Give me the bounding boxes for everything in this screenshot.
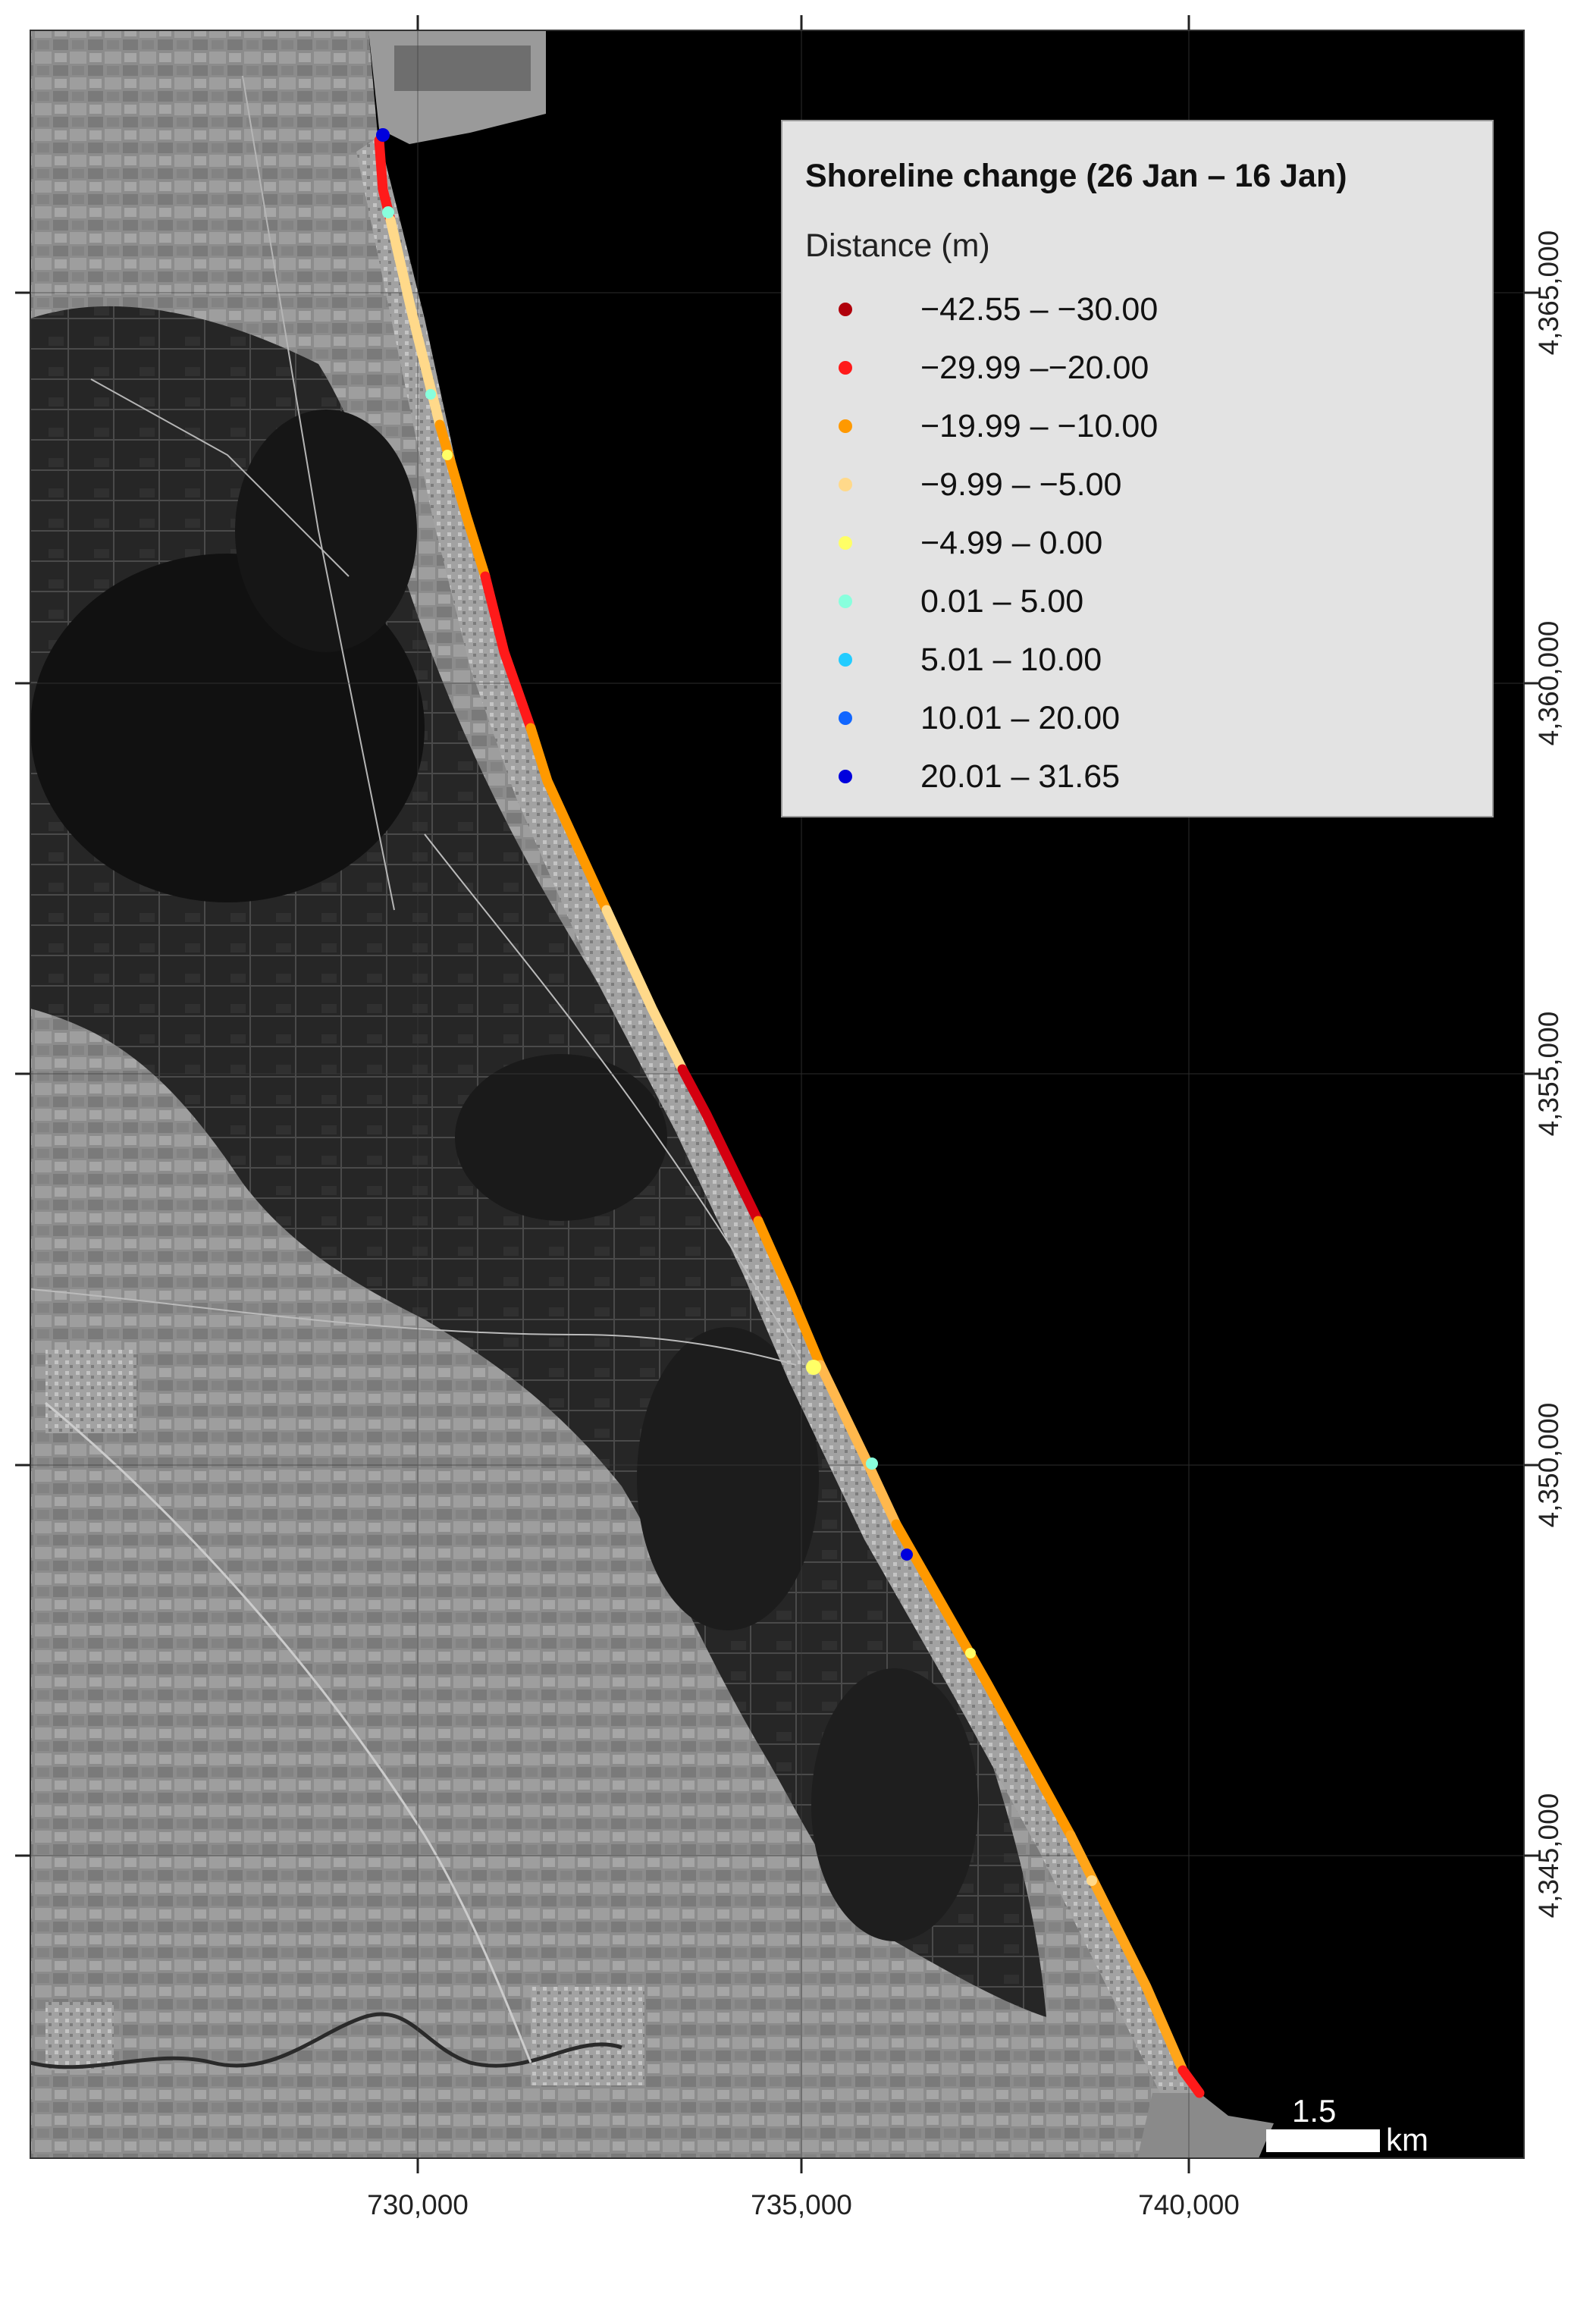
axis-ticks [15, 15, 1539, 2173]
legend-item: −42.55 – −30.00 [828, 287, 1465, 332]
legend-item: −19.99 – −10.00 [828, 403, 1465, 449]
map-frame [30, 30, 1525, 2159]
legend-item: 10.01 – 20.00 [828, 695, 1465, 741]
legend-label: 10.01 – 20.00 [920, 700, 1121, 736]
shoreline-segment-5 [601, 905, 688, 1075]
legend-item: −4.99 – 0.00 [828, 520, 1465, 566]
legend: Shoreline change (26 Jan – 16 Jan) Dista… [781, 120, 1494, 817]
legend-dot [839, 770, 852, 783]
legend-item: 5.01 – 10.00 [828, 637, 1465, 682]
legend-item: 20.01 – 31.65 [828, 754, 1465, 799]
graticule [30, 30, 1524, 2158]
scale-bar: 1.5 km [1259, 2093, 1456, 2161]
legend-dot [839, 478, 852, 491]
legend-item: −29.99 –−20.00 [828, 345, 1465, 391]
southern-cape [1137, 2093, 1274, 2158]
shoreline-segment-south [1177, 2065, 1205, 2098]
legend-label: −42.55 – −30.00 [920, 291, 1159, 328]
scale-bar-line [1266, 2129, 1380, 2152]
shoreline-segment-8 [815, 1360, 901, 1530]
scale-bar-value: 1.5 [1292, 2093, 1337, 2129]
legend-label: 0.01 – 5.00 [920, 583, 1084, 620]
x-tick-label: 740,000 [1138, 2189, 1240, 2220]
shoreline-segment-4 [525, 723, 612, 915]
shoreline-segment-10 [1065, 1830, 1188, 2076]
legend-dot [839, 711, 852, 725]
legend-dot [839, 419, 852, 433]
shoreline-points [374, 135, 1205, 2098]
legend-label: −9.99 – −5.00 [920, 466, 1122, 503]
legend-dot [839, 595, 852, 608]
shoreline-segment-3 [480, 571, 536, 733]
shoreline-segment-6 [677, 1064, 764, 1226]
legend-item: −9.99 – −5.00 [828, 462, 1465, 507]
shoreline-point-markers [376, 128, 1097, 1886]
y-tick-label: 4,345,000 [1533, 1793, 1564, 1919]
legend-dot [839, 536, 852, 550]
legend-dot [839, 303, 852, 316]
legend-subtitle: Distance (m) [805, 227, 990, 264]
legend-dot [839, 653, 852, 667]
y-tick-label: 4,350,000 [1533, 1403, 1564, 1528]
legend-label: −4.99 – 0.00 [920, 525, 1103, 561]
legend-label: 20.01 – 31.65 [920, 758, 1121, 795]
y-tick-label: 4,355,000 [1533, 1012, 1564, 1137]
legend-label: −29.99 –−20.00 [920, 350, 1149, 386]
x-tick-label: 730,000 [367, 2189, 469, 2220]
river [30, 2012, 622, 2069]
scale-bar-unit: km [1386, 2122, 1428, 2157]
shoreline-segment-7 [753, 1216, 826, 1370]
legend-dot [839, 361, 852, 375]
legend-title: Shoreline change (26 Jan – 16 Jan) [805, 158, 1347, 194]
legend-label: −19.99 – −10.00 [920, 408, 1159, 444]
x-tick-label: 735,000 [751, 2189, 852, 2220]
y-tick-label: 4,360,000 [1533, 621, 1564, 746]
shoreline-segment-9 [891, 1519, 1076, 1840]
y-tick-label: 4,365,000 [1533, 231, 1564, 356]
road [45, 1401, 532, 2063]
legend-item: 0.01 – 5.00 [828, 579, 1465, 624]
legend-label: 5.01 – 10.00 [920, 642, 1102, 678]
